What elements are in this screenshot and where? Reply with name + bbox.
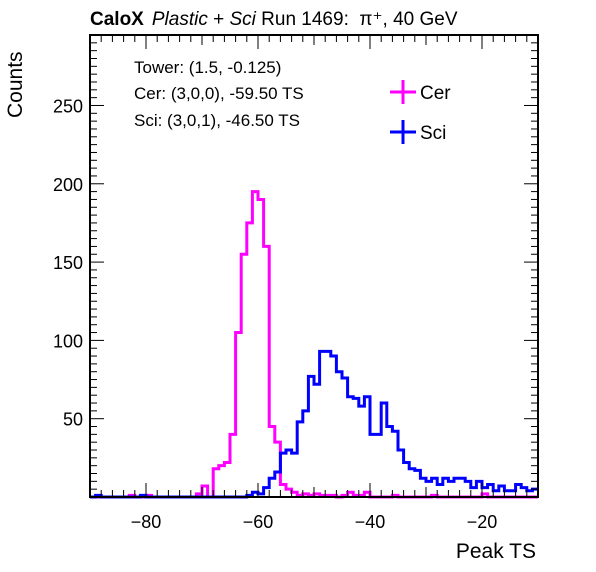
x-tick-label: −40 [355, 512, 386, 532]
plot-area: −80 −60 −40 −20 50 100 150 200 250 [53, 34, 539, 532]
title-italic2: Sci [229, 9, 256, 30]
legend-sci-label: Sci [420, 123, 446, 144]
series-cer-histogram [90, 190, 538, 499]
info-tower: Tower: (1.5, -0.125) [134, 58, 281, 77]
x-tick-label: −20 [467, 512, 498, 532]
info-cer: Cer: (3,0,0), -59.50 TS [134, 84, 304, 103]
info-sci: Sci: (3,0,1), -46.50 TS [134, 111, 300, 130]
legend: Cer Sci [390, 80, 451, 144]
y-tick-label: 250 [53, 96, 83, 116]
y-tick-label: 200 [53, 175, 83, 195]
y-tick-label: 50 [63, 410, 83, 430]
title-plus: + [208, 9, 230, 30]
title-prefix: CaloX [90, 9, 144, 30]
x-tick-label: −80 [131, 512, 162, 532]
y-tick-label: 100 [53, 331, 83, 351]
y-tick-label: 150 [53, 253, 83, 273]
title-italic: Plastic [152, 9, 208, 30]
y-axis-title: Counts [4, 51, 27, 118]
legend-cer-label: Cer [420, 83, 451, 104]
title-particle: π⁺, 40 GeV [359, 9, 457, 30]
x-axis-title: Peak TS [456, 540, 536, 563]
x-tick-label: −60 [243, 512, 274, 532]
chart-title: CaloX Plastic + Sci Run 1469: π⁺, 40 GeV [90, 9, 458, 30]
title-run: Run 1469: [256, 9, 360, 30]
series-sci-histogram [90, 349, 538, 499]
